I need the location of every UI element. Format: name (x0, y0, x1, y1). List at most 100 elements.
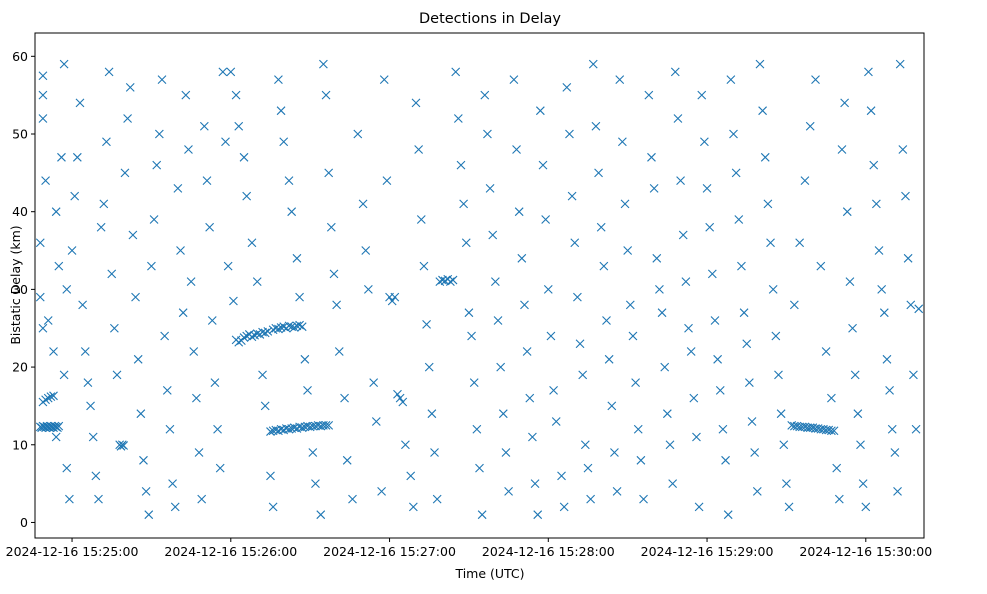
y-axis-label: Bistatic Delay (km) (8, 225, 23, 344)
data-point (213, 424, 222, 434)
data-point (184, 145, 193, 154)
data-point (755, 59, 765, 69)
data-point (51, 207, 61, 217)
data-point (38, 114, 48, 123)
data-point (401, 440, 410, 450)
data-point (51, 432, 61, 442)
data-point (660, 362, 670, 372)
data-point (909, 370, 918, 380)
data-point (152, 160, 162, 170)
data-point (41, 395, 50, 405)
data-point (170, 502, 180, 512)
data-point (710, 316, 720, 325)
data-point (430, 448, 439, 457)
data-point (768, 284, 778, 294)
data-point (133, 354, 143, 364)
data-point (639, 494, 648, 504)
data-point (718, 424, 728, 434)
data-point (827, 393, 836, 403)
data-point (390, 292, 400, 302)
x-tick-label: 2024-12-16 15:25:00 (6, 544, 139, 559)
data-point (41, 176, 50, 186)
data-point (493, 316, 503, 325)
data-point (578, 370, 588, 380)
data-point (678, 230, 688, 240)
data-point (94, 494, 103, 504)
data-point (625, 300, 635, 310)
data-point (239, 333, 249, 342)
data-point (65, 494, 74, 504)
y-tick-label: 40 (12, 204, 28, 219)
data-point (229, 296, 238, 306)
data-point (252, 277, 262, 287)
data-point (464, 308, 474, 318)
data-point (670, 67, 680, 77)
data-point (414, 145, 424, 154)
data-point (59, 59, 69, 69)
data-point (49, 391, 58, 401)
data-point (546, 331, 556, 341)
data-point (694, 502, 704, 512)
data-point (591, 121, 601, 131)
data-point (99, 199, 109, 209)
data-point (453, 114, 463, 123)
data-point (731, 168, 741, 178)
data-point (128, 230, 138, 240)
data-point (737, 261, 746, 271)
data-point (297, 423, 307, 433)
data-point (160, 331, 170, 341)
data-point (771, 331, 781, 341)
data-point (911, 424, 921, 434)
data-point (901, 191, 910, 201)
data-point (461, 238, 471, 248)
data-point (676, 176, 685, 186)
data-point (760, 152, 770, 162)
data-point (895, 59, 905, 69)
data-point (377, 486, 386, 496)
data-point (239, 152, 249, 162)
data-point (139, 455, 148, 465)
data-point (607, 401, 617, 411)
data-point (686, 347, 696, 356)
data-point (54, 261, 64, 271)
data-point (119, 441, 129, 450)
x-tick-label: 2024-12-16 15:28:00 (482, 544, 615, 559)
data-point (800, 176, 810, 186)
data-point (266, 427, 275, 436)
data-point (702, 183, 712, 193)
data-point (96, 222, 106, 232)
data-point (348, 494, 357, 504)
data-point (234, 121, 244, 131)
data-point (456, 160, 466, 170)
data-point (871, 199, 881, 209)
data-point (739, 308, 749, 318)
data-point (811, 75, 820, 85)
data-point (848, 323, 857, 333)
data-point (877, 284, 887, 294)
data-point (840, 98, 850, 108)
data-point (744, 378, 754, 388)
data-point (154, 129, 164, 139)
data-point (416, 215, 426, 224)
data-point (382, 176, 392, 186)
x-tick-label: 2024-12-16 15:26:00 (164, 544, 297, 559)
data-point (162, 385, 172, 395)
data-point (78, 300, 88, 310)
data-point (467, 331, 476, 341)
data-point (681, 277, 691, 287)
data-point (371, 417, 381, 426)
data-point (395, 393, 405, 403)
x-tick-label: 2024-12-16 15:29:00 (641, 544, 774, 559)
data-point (308, 448, 318, 457)
data-point (782, 479, 791, 489)
data-point (856, 440, 865, 450)
data-point (297, 322, 307, 332)
data-point (885, 385, 894, 395)
data-point (43, 393, 53, 403)
data-point (469, 378, 479, 388)
data-point (123, 114, 132, 123)
data-point (181, 90, 191, 100)
data-point (165, 424, 175, 434)
y-tick-label: 60 (12, 49, 28, 64)
